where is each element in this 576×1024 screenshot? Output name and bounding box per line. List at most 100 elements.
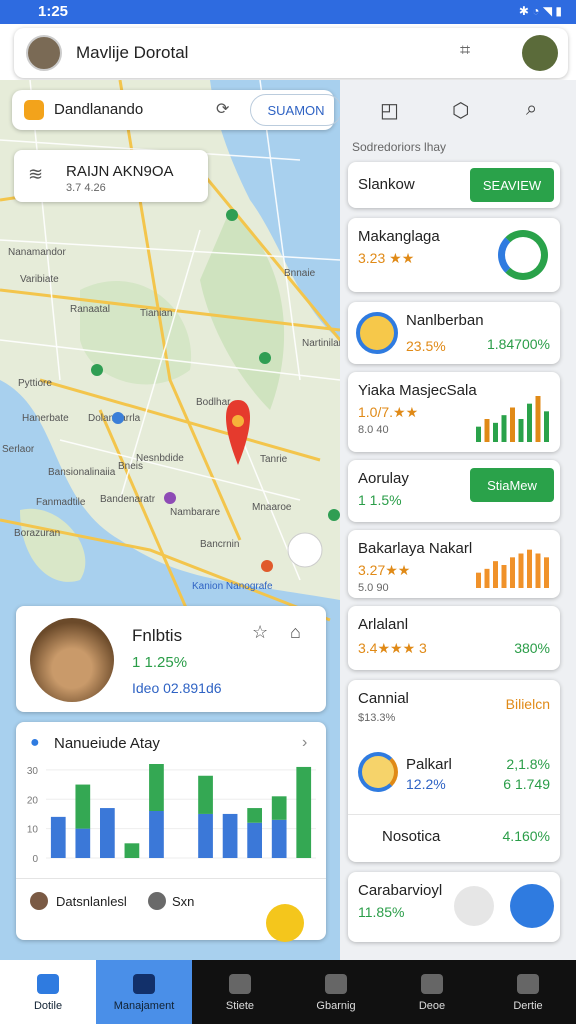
header: Mavlije Dorotal ⌗ <box>14 28 568 78</box>
nav-icon <box>325 974 347 994</box>
chart-card: ● Nanueiude Atay › 0 10 20 30 Datsnlanlesl … <box>16 722 326 942</box>
icon[interactable]: ⌂ <box>290 622 301 642</box>
spark-bar <box>518 419 524 442</box>
icon <box>24 100 44 120</box>
map-label: Borazuran <box>14 528 60 539</box>
panel-card[interactable]: Nanlberban 23.5% 1.84700% <box>348 302 560 364</box>
card-sub: 1 1.5% <box>358 492 402 508</box>
card-title: Slankow <box>358 176 415 193</box>
nav-item[interactable]: Dertie <box>480 960 576 1024</box>
avatar[interactable] <box>26 35 62 71</box>
card-sub: $13.3% <box>358 712 396 724</box>
nav-icon <box>133 974 155 994</box>
map-label: Bnnaie <box>284 268 316 279</box>
avatar <box>148 892 166 910</box>
y-tick-label: 10 <box>27 825 39 836</box>
profile-name: Fnlbtis <box>132 626 183 645</box>
spark-bar <box>527 549 532 588</box>
bar <box>271 796 287 820</box>
spark-bar <box>510 407 515 442</box>
map-label: Nartinilant <box>302 338 340 349</box>
icon[interactable]: ☆ <box>252 622 269 642</box>
map-label: Bneis <box>118 461 143 472</box>
map-label: Tianian <box>140 308 172 319</box>
bar <box>75 828 91 858</box>
panel-card[interactable]: Yiaka MasjecSala 1.0/7.★★ 8.0 40 <box>348 372 560 452</box>
map-label: Kanion Nanografe <box>192 581 273 592</box>
panel-card[interactable]: Bakarlaya Nakarl 3.27★★ 5.0 90 <box>348 530 560 598</box>
panel-card[interactable]: Slankow SEAVIEW <box>348 162 560 208</box>
icon[interactable]: ◰ <box>380 100 399 122</box>
avatar <box>30 892 48 910</box>
info-title: RAIJN AKN9OA <box>66 163 174 180</box>
nav-item[interactable]: Dotile <box>0 960 96 1024</box>
nav-item[interactable]: Manajament <box>96 960 192 1024</box>
profile-detail: Ideo 02.891d6 <box>132 680 222 696</box>
user-name: Sxn <box>172 894 195 909</box>
nav-item[interactable]: Gbarnig <box>288 960 384 1024</box>
card-button[interactable]: StiaMew <box>470 468 554 502</box>
nav-item[interactable]: Stiete <box>192 960 288 1024</box>
item-title: Palkarl <box>406 756 452 773</box>
fab[interactable] <box>266 904 304 942</box>
map-label: Bandenaratr <box>100 494 156 505</box>
card-button[interactable]: SEAVIEW <box>470 168 554 202</box>
info-card[interactable]: ≋ RAIJN AKN9OA 3.7 4.26 <box>14 150 208 202</box>
panel-card[interactable]: Cannial Bilielcn $13.3% Palkarl 12.2% 2,1.8% 6… <box>348 680 560 862</box>
card-sub: 11.85% <box>358 904 405 920</box>
map-label: Nanamandor <box>8 247 66 258</box>
y-tick-label: 20 <box>27 795 39 806</box>
card-title: Bakarlaya Nakarl <box>358 540 473 557</box>
panel-card[interactable]: Carabarvioyl 11.85% <box>348 872 560 942</box>
card-rating: 3.4★★★ 3 <box>358 640 427 656</box>
spark-bar <box>476 426 481 442</box>
panel-card[interactable]: Aorulay StiaMew 1 1.5% <box>348 460 560 522</box>
spark-bar <box>501 415 507 442</box>
bar <box>296 766 312 858</box>
pin[interactable] <box>226 400 250 465</box>
search-button[interactable]: SUAMON <box>250 94 342 126</box>
profile-card[interactable]: Fnlbtis 1 1.25% Ideo 02.891d6 ☆ ⌂ <box>16 606 326 712</box>
nav-item[interactable]: Deoe <box>384 960 480 1024</box>
spark-bar <box>544 557 549 588</box>
panel-card[interactable]: Arlalanl 3.4★★★ 3 380% <box>348 606 560 670</box>
nav-label: Stiete <box>225 1000 255 1012</box>
card-title: Yiaka MasjecSala <box>358 382 477 399</box>
fab[interactable] <box>510 884 554 928</box>
bar <box>75 784 91 829</box>
card-title: Cannial <box>358 690 409 707</box>
bar <box>247 808 262 823</box>
spark-bar <box>535 553 541 588</box>
panel-card[interactable]: Makanglaga 3.23 ★★ <box>348 218 560 292</box>
map-label: Ranaatal <box>70 304 110 315</box>
icon: ≋ <box>28 164 44 184</box>
spark-bar <box>544 411 549 442</box>
icon[interactable]: ⌗ <box>460 40 471 60</box>
nav-label: Gbarnig <box>316 1000 356 1012</box>
search-bar[interactable]: Dandlanando ⟳ SUAMON <box>12 90 342 130</box>
avatar[interactable] <box>522 35 558 71</box>
nav-label: Dertie <box>513 1000 543 1012</box>
icon[interactable]: ⟳ <box>216 101 230 118</box>
divider <box>348 814 560 815</box>
badge <box>358 752 398 792</box>
map-label: Nambarare <box>170 507 220 518</box>
clock: 1:25 <box>38 3 69 20</box>
icon[interactable]: ⬡ <box>452 100 470 122</box>
spark-bars <box>476 549 549 588</box>
card-left: 23.5% <box>406 338 446 354</box>
map-label: Varibiate <box>20 274 59 285</box>
map-label: Hanerbate <box>22 413 69 424</box>
bar <box>149 764 164 811</box>
card-title: Aorulay <box>358 470 409 487</box>
nav-icon <box>517 974 539 994</box>
profile-percent: 1 1.25% <box>132 654 188 671</box>
icon[interactable]: › <box>302 734 308 751</box>
icon[interactable]: ⌕ <box>526 98 538 120</box>
map-label: Bansionalinaiia <box>48 467 116 478</box>
round-button[interactable] <box>454 886 494 926</box>
spark-bar <box>493 422 498 442</box>
bar <box>50 816 66 858</box>
map-label: Nesnbdide <box>136 453 184 464</box>
